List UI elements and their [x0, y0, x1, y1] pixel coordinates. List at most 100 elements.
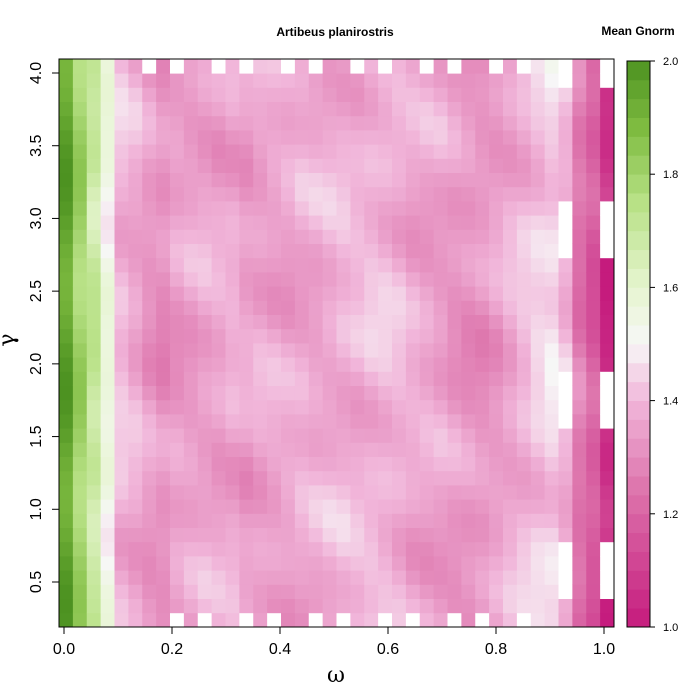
heatmap-cell — [392, 201, 407, 216]
heatmap-cell — [489, 428, 504, 443]
heatmap-cell — [183, 257, 199, 273]
heatmap-cell — [86, 428, 102, 443]
heatmap-cell — [364, 158, 379, 173]
heatmap-cell — [128, 215, 143, 230]
heatmap-cell — [59, 257, 74, 273]
heatmap-cell — [322, 186, 337, 202]
heatmap-cell — [447, 499, 462, 514]
heatmap-cell — [86, 172, 102, 188]
heatmap-cell — [489, 499, 504, 514]
heatmap-cell — [516, 371, 532, 386]
heatmap-cell — [405, 399, 421, 415]
heatmap-cell — [378, 130, 393, 145]
heatmap-cell — [572, 357, 587, 372]
heatmap-cell — [322, 172, 337, 188]
heatmap-cell — [530, 73, 546, 88]
heatmap-cell — [170, 428, 185, 443]
heatmap-cell — [378, 229, 393, 244]
heatmap-cell — [114, 286, 129, 301]
heatmap-cell — [225, 371, 240, 386]
heatmap-cell — [447, 144, 462, 159]
heatmap-cell — [544, 570, 559, 585]
heatmap-cell — [392, 499, 407, 514]
heatmap-cell — [281, 73, 296, 88]
heatmap-cell — [100, 414, 115, 429]
heatmap-cell — [530, 186, 546, 202]
heatmap-cell — [572, 328, 587, 344]
heatmap-cell — [156, 499, 171, 514]
heatmap-cell — [447, 527, 462, 543]
heatmap-cell — [267, 130, 282, 145]
heatmap-cell — [322, 556, 337, 571]
heatmap-cell — [142, 598, 157, 614]
heatmap-cell — [128, 229, 143, 244]
heatmap-cell — [475, 172, 490, 188]
heatmap-cell — [281, 272, 296, 287]
heatmap-cell — [461, 73, 476, 88]
heatmap-cell — [544, 272, 559, 287]
heatmap-cell — [558, 612, 573, 628]
heatmap-cell — [267, 286, 282, 301]
heatmap-cell — [544, 87, 559, 102]
heatmap-cell — [503, 357, 518, 372]
heatmap-cell — [503, 414, 518, 429]
heatmap-cell — [586, 541, 601, 557]
heatmap-cell — [100, 541, 115, 557]
heatmap-cell — [503, 470, 518, 486]
heatmap-cell — [530, 414, 546, 429]
heatmap-cell — [503, 428, 518, 443]
heatmap-cell — [156, 300, 171, 315]
heatmap-cell — [322, 470, 337, 486]
heatmap-cell — [586, 556, 601, 571]
heatmap-cell — [170, 541, 185, 557]
heatmap-cell — [59, 612, 74, 628]
heatmap-cell — [211, 172, 226, 188]
heatmap-cell — [530, 513, 546, 528]
heatmap-cell — [308, 144, 324, 159]
heatmap-cell — [503, 272, 518, 287]
heatmap-cell — [586, 371, 601, 386]
heatmap-cell — [225, 541, 240, 557]
heatmap-cell — [378, 357, 393, 372]
heatmap-cell — [475, 328, 490, 344]
heatmap-cell — [433, 59, 448, 74]
y-tick-label: 2.5 — [28, 280, 45, 302]
heatmap-cell — [378, 314, 393, 330]
heatmap-cell — [392, 87, 407, 102]
heatmap-cell — [544, 286, 559, 301]
heatmap-cell — [170, 414, 185, 429]
heatmap-cell — [419, 215, 435, 230]
heatmap-cell — [572, 300, 587, 315]
colorbar-swatch — [627, 457, 650, 477]
heatmap-cell — [350, 158, 365, 173]
heatmap-cell — [294, 158, 310, 173]
heatmap-cell — [364, 215, 379, 230]
heatmap-cell — [600, 314, 615, 330]
heatmap-cell — [86, 541, 102, 557]
heatmap-cell — [253, 201, 268, 216]
heatmap-cell — [211, 343, 226, 358]
heatmap-cell — [475, 385, 490, 401]
heatmap-cell — [503, 343, 518, 358]
heatmap-cell — [461, 513, 476, 528]
heatmap-cell — [72, 371, 88, 386]
heatmap-cell — [544, 300, 559, 315]
heatmap-cell — [572, 499, 587, 514]
heatmap-cell — [59, 300, 74, 315]
heatmap-cell — [197, 314, 213, 330]
heatmap-cell — [156, 371, 171, 386]
heatmap-cell — [114, 513, 129, 528]
heatmap-cell — [419, 357, 435, 372]
heatmap-cell — [253, 456, 268, 472]
heatmap-cell — [392, 101, 407, 117]
heatmap-cell — [586, 101, 601, 117]
heatmap-cell — [530, 314, 546, 330]
heatmap-cell — [419, 527, 435, 543]
heatmap-cell — [558, 87, 573, 102]
heatmap-cell — [156, 73, 171, 88]
heatmap-cell — [72, 300, 88, 315]
heatmap-cell — [322, 272, 337, 287]
heatmap-cell — [225, 314, 240, 330]
heatmap-cell — [128, 541, 143, 557]
heatmap-cell — [281, 513, 296, 528]
